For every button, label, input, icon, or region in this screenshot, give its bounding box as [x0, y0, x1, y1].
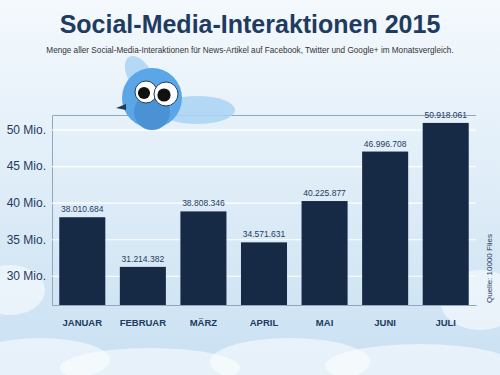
data-label: 50.918.061: [424, 110, 467, 120]
x-tick-label: JULI: [435, 317, 456, 328]
background: [0, 0, 500, 375]
mascot-pupil: [138, 87, 150, 99]
mascot-eye: [154, 82, 178, 106]
data-label: 40.225.877: [303, 188, 346, 198]
x-tick-label: APRIL: [250, 317, 279, 328]
mascot: [116, 51, 235, 130]
x-tick: JUNI: [374, 317, 396, 328]
x-tick: MAI: [316, 317, 333, 328]
bar: [241, 242, 287, 305]
x-tick-label: JUNI: [374, 317, 396, 328]
grid-line: [52, 166, 476, 167]
y-tick-label: 45 Mio.: [7, 159, 46, 173]
bars: [59, 123, 468, 305]
x-tick-label: MÄRZ: [190, 317, 218, 328]
data-labels: 38.010.684 31.214.382 38.808.346 34.571.631…: [61, 110, 467, 264]
subtitle: Menge aller Social-Media-Interaktionen f…: [46, 46, 453, 55]
y-tick-label: 30 Mio.: [7, 269, 46, 283]
cloud: [0, 265, 45, 315]
grid-line: [52, 203, 476, 204]
x-tick: MÄRZ: [190, 317, 218, 328]
x-axis: JANUAR FEBRUAR MÄRZ APRIL MAI JUNI JULI: [53, 306, 477, 328]
x-tick: JULI: [435, 317, 456, 328]
bar: [120, 267, 166, 305]
data-label: 38.010.684: [61, 204, 104, 214]
data-label: 31.214.382: [122, 254, 165, 264]
bar: [302, 201, 348, 305]
x-tick-label: JANUAR: [62, 317, 102, 328]
title: Social-Media-Interaktionen 2015: [60, 10, 441, 38]
x-axis-line: [53, 305, 477, 306]
mascot-beak: [116, 104, 126, 110]
y-tick: 50 Mio.: [7, 123, 476, 137]
bar: [362, 152, 408, 305]
data-label: 34.571.631: [243, 229, 286, 239]
data-label: 46.996.708: [364, 139, 407, 149]
y-tick-label: 35 Mio.: [7, 233, 46, 247]
x-tick: JANUAR: [62, 317, 102, 328]
bar: [59, 217, 105, 305]
cloud: [325, 344, 500, 375]
mascot-pupil: [157, 88, 170, 101]
x-tick: APRIL: [250, 317, 279, 328]
chart: Social-Media-Interaktionen 2015 Menge all…: [0, 0, 500, 375]
grid-line: [52, 130, 476, 131]
data-label: 38.808.346: [182, 198, 225, 208]
bar: [180, 211, 226, 305]
x-tick-label: MAI: [316, 317, 333, 328]
y-tick-label: 50 Mio.: [7, 123, 46, 137]
x-tick: FEBRUAR: [120, 317, 167, 328]
y-axis-line: [53, 116, 477, 306]
y-tick-label: 40 Mio.: [7, 196, 46, 210]
x-tick-label: FEBRUAR: [120, 317, 167, 328]
bar: [423, 123, 469, 305]
source: Quelle: 10000 Flies: [485, 234, 494, 303]
y-axis: 30 Mio. 35 Mio. 40 Mio. 45 Mio. 50 Mio.: [7, 116, 476, 306]
